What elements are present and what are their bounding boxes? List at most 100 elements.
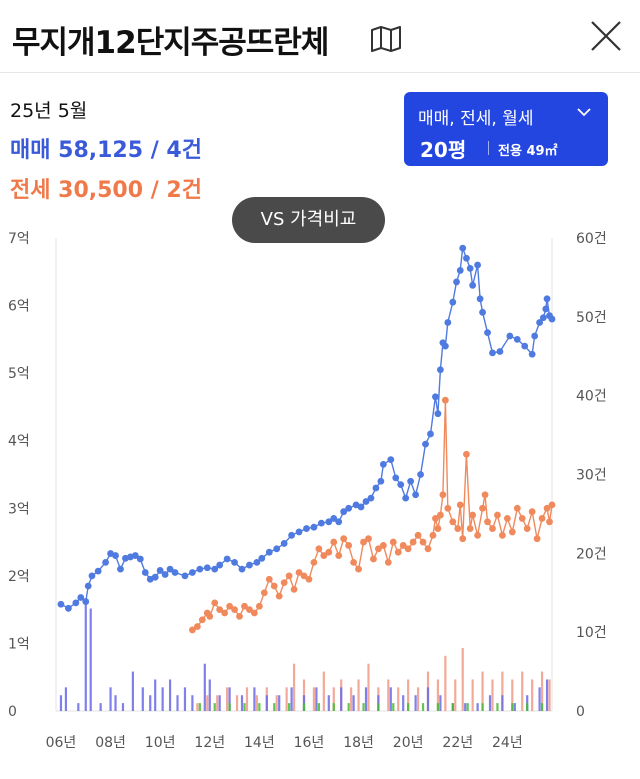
series-point-0 (131, 552, 139, 559)
series-point-0 (506, 332, 514, 340)
volume-bar-jeonse (196, 703, 199, 711)
volume-bar-other (481, 703, 484, 711)
series-point-0 (476, 295, 484, 303)
series-point-1 (355, 565, 362, 573)
volume-bar-jeonse (292, 663, 296, 711)
right-axis-tick-label: 40건 (576, 389, 607, 405)
filter-dropdown[interactable]: 매매, 전세, 월세 20평 전용 49㎡ (404, 92, 608, 166)
series-point-0 (407, 477, 415, 485)
volume-bar-other (451, 703, 454, 711)
series-point-0 (88, 572, 96, 580)
volume-bar-other (213, 703, 216, 711)
series-point-1 (226, 602, 234, 610)
volume-bar-other (392, 703, 395, 711)
volume-bar-jeonse (501, 671, 504, 711)
series-point-0 (317, 519, 325, 527)
series-point-0 (288, 531, 295, 539)
series-point-0 (444, 319, 452, 326)
series-point-0 (449, 298, 457, 306)
volume-bar-sale (488, 695, 492, 711)
volume-bar-other (317, 703, 320, 711)
volume-bar-sale (426, 687, 430, 711)
volume-bar-jeonse (350, 687, 353, 711)
series-point-1 (439, 491, 447, 499)
map-icon[interactable] (370, 26, 402, 52)
series-point-0 (181, 572, 189, 580)
series-point-0 (484, 329, 491, 336)
filter-divider (488, 141, 489, 155)
series-point-1 (231, 606, 238, 614)
series-point-0 (189, 569, 196, 576)
volume-bar-sale (545, 679, 549, 711)
volume-bar-jeonse (357, 679, 360, 711)
series-point-0 (521, 342, 529, 350)
volume-bar-sale (352, 695, 355, 711)
series-point-1 (389, 538, 397, 546)
x-axis-tick-label: 06년 (46, 735, 77, 751)
series-point-1 (300, 572, 308, 580)
volume-bar-jeonse (216, 695, 219, 711)
series-point-0 (542, 305, 550, 313)
series-point-0 (397, 481, 405, 489)
right-axis-tick-label: 10건 (576, 625, 607, 641)
volume-bar-jeonse (275, 695, 278, 711)
volume-bar-sale (402, 695, 405, 711)
series-point-1 (305, 575, 313, 583)
volume-bar-jeonse (491, 679, 494, 711)
left-axis-tick-label: 6억 (8, 299, 30, 315)
volume-bar-jeonse (407, 679, 410, 711)
series-point-0 (528, 350, 536, 358)
series-point-1 (310, 558, 318, 566)
volume-bar-sale (253, 687, 256, 711)
series-point-1 (459, 535, 467, 543)
volume-bar-sale (513, 703, 516, 711)
volume-bar-sale (203, 663, 206, 711)
volume-bar-other (288, 703, 291, 711)
series-point-0 (456, 267, 464, 274)
series-point-0 (531, 332, 539, 340)
series-point-1 (546, 518, 553, 526)
close-icon[interactable] (588, 18, 624, 54)
series-point-0 (489, 349, 496, 357)
volume-bar-sale (77, 703, 80, 711)
series-point-0 (57, 600, 65, 608)
left-axis-tick-label: 2억 (8, 569, 30, 585)
volume-bar-other (421, 703, 425, 711)
series-point-1 (533, 535, 541, 543)
right-axis-tick-label: 30건 (576, 468, 607, 484)
volume-bar-sale (464, 703, 467, 711)
series-point-0 (161, 571, 169, 578)
vs-compare-button[interactable]: VS 가격비교 (232, 197, 385, 243)
series-point-0 (238, 565, 246, 573)
series-point-0 (65, 604, 72, 612)
series-point-1 (437, 511, 444, 519)
series-point-1 (503, 515, 511, 522)
series-point-0 (136, 555, 144, 563)
volume-bar-jeonse (461, 647, 464, 711)
series-point-0 (280, 540, 288, 547)
series-point-1 (350, 558, 357, 566)
series-point-0 (141, 569, 149, 576)
price-chart: 0 1억 2억 3억 4억 5억 6억 7억 0 10건 20건 30건 40건 50건 60건 06년 08년… (8, 231, 607, 751)
series-point-0 (513, 335, 521, 343)
volume-bar-sale (439, 695, 442, 711)
volume-bar-jeonse (521, 671, 524, 711)
series-point-0 (330, 515, 338, 522)
series-point-0 (362, 498, 370, 505)
series-point-0 (496, 348, 504, 355)
x-axis-tick-label: 18년 (343, 735, 374, 751)
series-point-1 (189, 626, 196, 634)
volume-bar-sale (114, 695, 117, 711)
chevron-down-icon (577, 108, 591, 117)
series-point-0 (72, 599, 80, 607)
x-axis-tick-label: 22년 (442, 735, 473, 751)
series-point-0 (427, 430, 434, 438)
volume-bar-jeonse (540, 671, 544, 711)
volume-bar-jeonse (416, 687, 420, 711)
x-axis-tick-label: 08년 (95, 735, 126, 751)
series-point-1 (409, 538, 417, 546)
volume-bar-sale (538, 687, 541, 711)
volume-bar-sale (240, 695, 244, 711)
volume-bar-sale (121, 703, 125, 711)
volume-bar-sale (109, 687, 112, 711)
